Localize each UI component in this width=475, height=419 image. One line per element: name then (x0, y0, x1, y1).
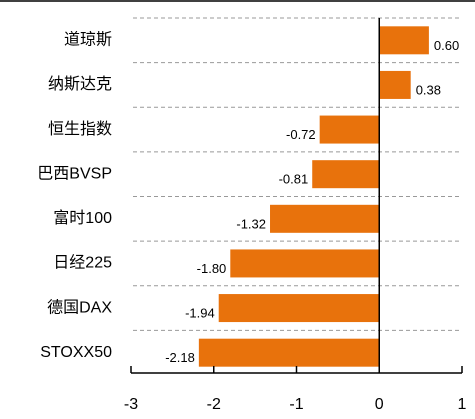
x-tick-label: -1 (289, 396, 303, 413)
bar (312, 160, 380, 189)
x-tick-label: 0 (375, 396, 384, 413)
category-label: STOXX50 (40, 344, 112, 361)
value-label: -0.81 (279, 172, 309, 187)
value-label: -0.72 (286, 127, 316, 142)
bar (218, 294, 380, 323)
category-label: 日经225 (53, 254, 112, 272)
bar (379, 26, 429, 55)
category-label: 纳斯达克 (48, 75, 112, 93)
bar (319, 115, 380, 144)
category-label: 德国DAX (47, 298, 112, 316)
value-label: -1.94 (185, 306, 215, 321)
value-label: -1.80 (197, 261, 227, 276)
category-label: 道琼斯 (64, 31, 112, 49)
bar (230, 249, 380, 278)
value-label: -2.18 (165, 350, 195, 365)
value-label: 0.38 (416, 82, 441, 97)
bar (198, 338, 380, 367)
x-tick-label: 1 (458, 396, 467, 413)
x-tick-label: -3 (124, 396, 138, 413)
value-label: 0.60 (434, 38, 459, 53)
bar (270, 204, 380, 233)
bar (379, 70, 411, 99)
x-tick-label: -2 (207, 396, 221, 413)
category-label: 恒生指数 (48, 120, 112, 138)
category-label: 巴西BVSP (37, 165, 112, 182)
value-label: -1.32 (236, 216, 266, 231)
category-label: 富时100 (53, 209, 112, 227)
